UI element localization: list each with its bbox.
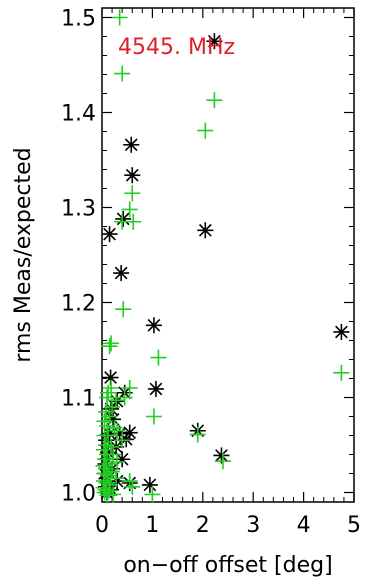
asterisk-point	[333, 323, 350, 340]
plus-point	[144, 486, 161, 503]
data-marks	[95, 9, 350, 504]
plus-point	[100, 427, 117, 444]
asterisk-point	[145, 317, 162, 334]
plus-point	[189, 426, 206, 443]
plus-point	[104, 463, 121, 480]
plus-point	[103, 335, 120, 352]
plot-frame	[101, 7, 355, 503]
x-tick-label: 1	[145, 513, 159, 538]
asterisk-point	[213, 447, 230, 464]
y-tick-label: 1.0	[61, 482, 96, 507]
plus-point	[99, 389, 116, 406]
plus-point	[106, 419, 123, 436]
plus-point	[121, 380, 138, 396]
plus-point	[124, 478, 141, 495]
plus-point	[99, 418, 116, 434]
asterisk-point	[124, 167, 141, 184]
plus-point	[333, 364, 350, 381]
plus-point	[150, 349, 167, 366]
x-tick-label: 5	[347, 513, 361, 538]
plus-point	[109, 422, 126, 439]
plus-point	[114, 432, 131, 449]
plus-point	[145, 408, 162, 425]
plus-point	[124, 185, 141, 202]
x-tick-label: 0	[95, 513, 109, 538]
x-tick-label: 4	[297, 513, 311, 538]
asterisk-point	[101, 226, 118, 243]
asterisk-point	[114, 451, 131, 468]
tick-labels: 0 1 2 3 4 5 1.0 1.1 1.2 1.3 1.4 1.5	[61, 7, 361, 539]
y-tick-label: 1.1	[61, 387, 96, 412]
plus-point	[121, 201, 138, 218]
plus-point	[206, 92, 223, 109]
asterisk-point	[197, 222, 214, 239]
y-tick-label: 1.3	[61, 197, 96, 222]
frequency-annotation: 4545. MHz	[118, 35, 235, 60]
asterisk-point	[113, 265, 130, 282]
plus-point	[101, 338, 118, 355]
x-tick-label: 3	[246, 513, 260, 538]
asterisk-point	[121, 424, 138, 441]
x-axis-label: on−off offset [deg]	[123, 553, 332, 578]
plus-point	[99, 487, 116, 504]
axis-ticks	[101, 8, 355, 502]
plus-point	[103, 438, 120, 455]
plus-point	[109, 454, 126, 471]
y-tick-label: 1.4	[61, 102, 96, 127]
x-tick-label: 2	[196, 513, 210, 538]
plus-point	[114, 213, 131, 230]
asterisk-point	[123, 136, 140, 153]
y-tick-label: 1.5	[61, 7, 96, 32]
plus-point	[116, 389, 133, 406]
y-tick-label: 1.2	[61, 292, 96, 317]
plus-point	[108, 392, 125, 409]
asterisk-point	[206, 33, 223, 50]
y-axis-label: rms Meas/expected	[11, 147, 36, 362]
asterisk-point	[141, 476, 158, 493]
plus-point	[197, 122, 214, 139]
plus-point	[114, 65, 131, 82]
asterisk-point	[147, 380, 164, 397]
plus-point	[214, 453, 231, 470]
plus-point	[95, 457, 112, 474]
plus-point	[111, 9, 128, 26]
plus-point	[115, 301, 132, 318]
asterisk-point	[115, 210, 132, 227]
plus-point	[96, 484, 113, 501]
